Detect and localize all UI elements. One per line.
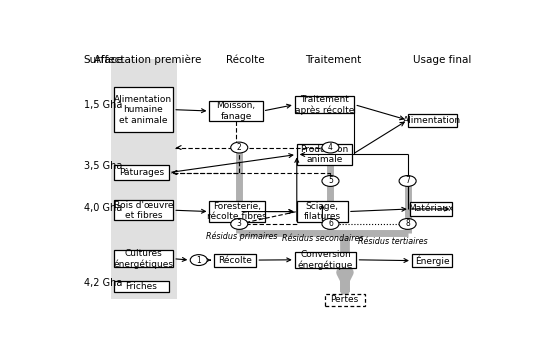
Bar <box>412 254 452 267</box>
Circle shape <box>231 142 248 153</box>
Bar <box>210 201 265 222</box>
Text: Résidus tertiaires: Résidus tertiaires <box>358 237 427 246</box>
Text: Résidus secondaires: Résidus secondaires <box>282 234 363 243</box>
Text: Matériaux: Matériaux <box>408 204 454 214</box>
Text: Moisson,
fanage: Moisson, fanage <box>217 101 256 121</box>
Text: Récolte: Récolte <box>218 256 252 265</box>
Bar <box>324 294 365 306</box>
Text: Traitement
après récolte: Traitement après récolte <box>295 95 354 115</box>
Text: Affectation première: Affectation première <box>94 55 201 65</box>
Circle shape <box>231 219 248 229</box>
Bar <box>210 101 263 121</box>
Text: Résidus primaires: Résidus primaires <box>206 231 277 241</box>
Text: Conversion
énergétique: Conversion énergétique <box>298 250 353 270</box>
Text: Surface: Surface <box>84 55 124 65</box>
Text: Énergie: Énergie <box>415 255 449 266</box>
Circle shape <box>322 175 339 186</box>
Bar <box>213 253 256 267</box>
Bar <box>113 281 169 292</box>
Bar <box>297 144 352 164</box>
Circle shape <box>190 255 207 265</box>
Text: 4: 4 <box>328 143 333 152</box>
Text: Production
animale: Production animale <box>300 145 349 164</box>
Bar <box>295 96 354 113</box>
Text: Pâturages: Pâturages <box>119 168 164 177</box>
Text: 1,5 Gha: 1,5 Gha <box>84 100 122 110</box>
Bar <box>113 250 173 267</box>
Bar <box>113 87 173 132</box>
Bar <box>295 252 356 268</box>
Text: 3: 3 <box>237 220 241 228</box>
Circle shape <box>322 219 339 229</box>
Text: 7: 7 <box>405 176 410 185</box>
Text: Sciage,
filatures: Sciage, filatures <box>304 202 341 221</box>
Text: Bois d'œuvre
et fibres: Bois d'œuvre et fibres <box>114 201 173 220</box>
Text: Pertes: Pertes <box>331 295 359 304</box>
Text: 5: 5 <box>328 176 333 185</box>
Text: 6: 6 <box>328 220 333 228</box>
Text: Usage final: Usage final <box>412 55 471 65</box>
Text: Récolte: Récolte <box>227 55 265 65</box>
Bar <box>297 201 348 222</box>
Text: Alimentation: Alimentation <box>403 115 461 125</box>
Text: 4,0 Gha: 4,0 Gha <box>84 203 122 213</box>
Circle shape <box>322 142 339 153</box>
Text: 1: 1 <box>196 256 201 265</box>
Bar <box>111 59 177 299</box>
Text: Foresterie,
récolte fibres: Foresterie, récolte fibres <box>207 202 267 221</box>
Text: 3,5 Gha: 3,5 Gha <box>84 161 122 171</box>
Text: Alimentation
humaine
et animale: Alimentation humaine et animale <box>114 95 172 125</box>
Bar <box>410 203 452 215</box>
Text: Cultures
énergétiques: Cultures énergétiques <box>113 249 173 269</box>
Text: Traitement: Traitement <box>305 55 361 65</box>
Bar <box>113 200 173 220</box>
Text: Friches: Friches <box>125 282 157 291</box>
Text: 8: 8 <box>405 220 410 228</box>
Circle shape <box>399 175 416 186</box>
Circle shape <box>399 219 416 229</box>
Text: 2: 2 <box>237 143 241 152</box>
Bar <box>113 166 169 180</box>
Bar <box>408 114 456 127</box>
Text: 4,2 Gha: 4,2 Gha <box>84 278 122 288</box>
